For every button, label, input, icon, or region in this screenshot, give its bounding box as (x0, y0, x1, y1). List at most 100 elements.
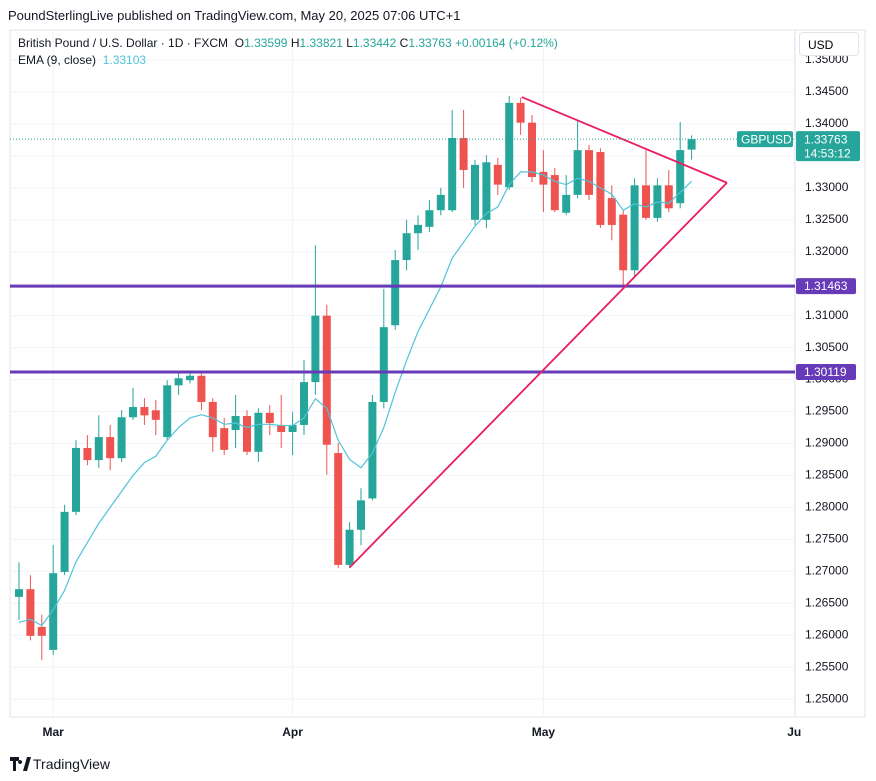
candle-body (391, 260, 400, 326)
brand: TradingView (33, 756, 111, 772)
x-tick-label: Ju (787, 725, 801, 739)
candle-body (436, 194, 445, 211)
candle-body (300, 382, 308, 425)
candle-body (254, 412, 263, 452)
level-label: 1.30119 (804, 365, 847, 379)
candle-body (493, 164, 502, 185)
ohlc-label: L (346, 36, 353, 50)
candle-body (174, 378, 183, 386)
ohlc-label: O (234, 36, 245, 50)
plot-frame (9, 29, 866, 718)
y-tick-label: 1.33000 (805, 180, 849, 194)
candle-body (414, 224, 422, 234)
candle-body (516, 102, 525, 123)
candle-body (208, 401, 217, 438)
candle-body (550, 175, 559, 211)
currency-button[interactable]: USD (799, 32, 859, 56)
candle-body (322, 315, 331, 445)
candle-body (562, 194, 571, 213)
candle-body (368, 401, 377, 499)
y-tick-label: 1.32500 (805, 212, 849, 226)
candle-body (288, 424, 297, 432)
trendline (521, 96, 728, 184)
y-tick-label: 1.27500 (805, 532, 849, 546)
y-tick-label: 1.25000 (805, 691, 849, 705)
candle-body (471, 164, 479, 220)
candle-body (402, 233, 411, 261)
ema-legend: EMA (9, close) 1.33103 (18, 53, 146, 67)
change: +0.00164 (+0.12%) (455, 36, 558, 50)
level-tag (796, 363, 856, 380)
y-tick-label: 1.27000 (805, 563, 849, 577)
x-tick-label: Mar (43, 725, 65, 739)
candle-body (163, 385, 172, 438)
candle-body (345, 529, 354, 565)
ohlc-value: 1.33821 (299, 36, 343, 50)
candle-body (664, 185, 673, 209)
candle-body (357, 500, 365, 530)
candle-body (482, 162, 491, 220)
candle-body (676, 150, 685, 204)
candle-body (197, 375, 206, 402)
price-label: 1.33763 (804, 132, 848, 146)
y-tick-label: 1.34500 (805, 84, 849, 98)
y-tick-label: 1.32000 (805, 244, 849, 258)
axis: 1.25000 1.25500 1.26000 1.26500 1.27000 1.275… (43, 52, 860, 739)
y-tick-label: 1.28000 (805, 500, 849, 514)
plot (10, 95, 795, 661)
candle-body (277, 424, 286, 432)
candle-body (60, 511, 69, 572)
candle-body (642, 185, 650, 218)
candle-body (151, 410, 160, 420)
y-tick-label: 1.25500 (805, 659, 849, 673)
candle-body (186, 375, 194, 381)
ema-line (18, 171, 693, 627)
publish-info: PoundSterlingLive published on TradingVi… (8, 8, 461, 23)
y-tick-label: 1.26000 (805, 627, 849, 641)
trendline (348, 182, 728, 569)
candle-body (585, 150, 593, 195)
candle-body (129, 407, 137, 418)
ema-name: EMA (9, close) (18, 53, 97, 67)
level-tag (796, 278, 856, 295)
x-tick-label: Apr (282, 725, 303, 739)
y-tick-label: 1.29000 (805, 436, 849, 450)
ohlc-value: 1.33763 (408, 36, 452, 50)
candle-body (49, 573, 58, 650)
candle-body (425, 210, 434, 227)
candle-body (37, 626, 46, 636)
candle-body (505, 102, 514, 188)
candle-body (72, 447, 80, 512)
y-tick-label: 1.31000 (805, 308, 849, 322)
candle-body (117, 417, 126, 459)
candle-body (140, 407, 149, 416)
candle-body (379, 327, 388, 402)
candle-body (528, 122, 536, 177)
candle-body (630, 185, 639, 271)
y-tick-label: 1.29500 (805, 404, 849, 418)
y-tick-label: 1.26500 (805, 595, 849, 609)
candle-body (687, 139, 696, 150)
candle-body (26, 589, 35, 636)
ohlc-label: C (399, 36, 409, 50)
candle-body (539, 171, 548, 185)
countdown: 14:53:12 (804, 146, 851, 160)
candle-body (220, 428, 229, 450)
candle-body (265, 412, 274, 424)
y-tick-label: 1.30500 (805, 340, 849, 354)
candle-body (106, 437, 115, 459)
candle-body (15, 589, 23, 597)
candle-body (334, 453, 343, 565)
x-tick-label: May (532, 725, 556, 739)
candle-body (619, 214, 628, 271)
candle-body (573, 150, 582, 195)
ohlc-label: H (290, 36, 300, 50)
y-tick-label: 1.34000 (805, 116, 849, 130)
y-tick-label: 1.28500 (805, 468, 849, 482)
candle-body (83, 447, 92, 461)
candle-body (448, 138, 457, 211)
symbol-label: GBPUSD (741, 132, 792, 146)
logo (10, 757, 31, 771)
